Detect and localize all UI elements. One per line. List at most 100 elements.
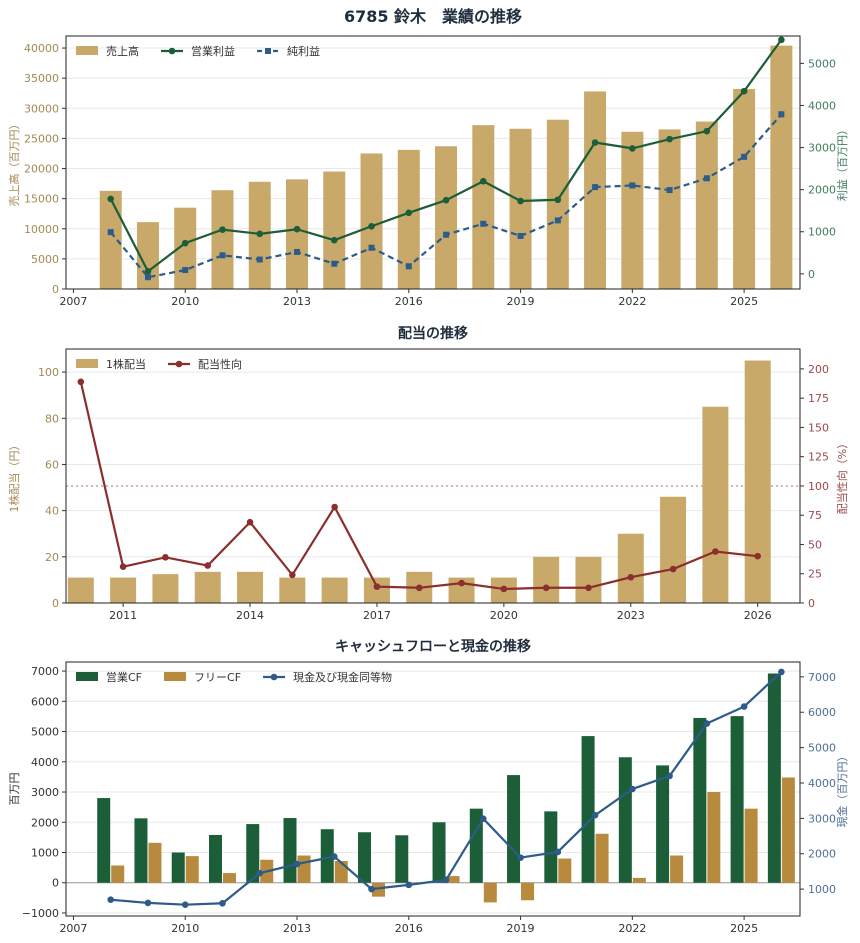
y-axis-label: 売上高（百万円） xyxy=(7,119,21,207)
y-tick-label: 20 xyxy=(45,551,59,564)
data-point xyxy=(405,263,412,270)
bar xyxy=(533,556,560,603)
bar xyxy=(707,792,721,883)
y2-tick-label: 2000 xyxy=(808,848,836,861)
legend-swatch xyxy=(164,672,187,681)
bar xyxy=(111,865,125,883)
bar xyxy=(237,571,264,603)
data-point xyxy=(480,220,487,227)
data-point xyxy=(591,139,599,146)
legend-label: 純利益 xyxy=(287,44,320,58)
bar xyxy=(334,860,348,883)
y2-tick-label: 1000 xyxy=(808,883,836,896)
data-point xyxy=(162,554,169,561)
plot-frame xyxy=(65,35,801,290)
legend-swatch xyxy=(76,359,98,368)
y-tick-label: 60 xyxy=(45,458,59,471)
bar xyxy=(283,818,297,883)
legend-item: 1株配当 xyxy=(76,357,146,371)
bar xyxy=(702,406,729,603)
data-point xyxy=(740,87,748,95)
legend-label: 売上高 xyxy=(106,44,139,58)
data-point xyxy=(517,854,524,861)
figure-title: 6785 鈴木 業績の推移 xyxy=(344,7,522,26)
bar xyxy=(432,822,446,883)
bar xyxy=(733,89,756,289)
data-point xyxy=(592,184,599,191)
bar xyxy=(469,808,483,883)
legend-label: 営業利益 xyxy=(191,44,235,58)
y-tick-label: 30000 xyxy=(24,102,59,115)
data-point xyxy=(368,222,375,230)
data-point xyxy=(712,548,719,555)
chart-panels: 2007 2010 2013 2016 2019 2022 2025050001000015… xyxy=(7,35,849,935)
data-point xyxy=(256,869,264,877)
legend-item: 売上高 xyxy=(76,44,139,58)
y2-tick-label: 100 xyxy=(808,480,829,493)
y-tick-label: 20000 xyxy=(24,163,59,176)
data-point xyxy=(330,853,338,860)
bar xyxy=(134,818,148,883)
data-point xyxy=(219,226,226,233)
data-point xyxy=(443,231,450,238)
data-point xyxy=(629,785,636,793)
data-point xyxy=(740,703,748,710)
legend-marker xyxy=(265,48,271,54)
x-tick-label: 2023 xyxy=(617,609,645,622)
data-point xyxy=(778,111,785,118)
bar xyxy=(320,829,334,883)
chart-panel-0: 2007 2010 2013 2016 2019 2022 2025050001000015… xyxy=(7,35,849,308)
bar xyxy=(575,556,602,603)
legend-marker xyxy=(175,360,183,368)
y-tick-label: 10000 xyxy=(24,223,59,236)
data-point xyxy=(629,145,636,152)
y-tick-label: 1000 xyxy=(31,847,59,860)
bar xyxy=(509,128,532,289)
data-point xyxy=(246,518,254,526)
y-tick-label: 40000 xyxy=(24,42,59,55)
data-point xyxy=(144,899,152,907)
data-point xyxy=(500,585,508,593)
bar xyxy=(658,129,681,289)
legend-item: 純利益 xyxy=(257,44,320,58)
plot-frame xyxy=(65,348,801,604)
panel-title-dividend: 配当の推移 xyxy=(398,325,468,342)
bar xyxy=(279,577,306,603)
legend-label: 1株配当 xyxy=(106,357,146,371)
y-tick-label: 0 xyxy=(52,877,59,890)
y2-axis-label: 現金（百万円） xyxy=(835,751,849,828)
data-point xyxy=(415,584,423,592)
y-tick-label: 5000 xyxy=(31,726,59,739)
bar xyxy=(744,808,758,883)
data-point xyxy=(517,197,524,205)
data-point xyxy=(754,552,761,560)
data-point xyxy=(703,175,710,182)
data-point xyxy=(181,239,189,247)
legend-marker xyxy=(270,673,278,681)
y2-tick-label: 150 xyxy=(808,421,829,434)
y-tick-label: 15000 xyxy=(24,193,59,206)
bar xyxy=(781,777,795,883)
bar xyxy=(521,882,535,901)
bar xyxy=(395,835,409,883)
data-point xyxy=(293,860,301,868)
data-point xyxy=(669,565,677,573)
y-axis-label: 百万円 xyxy=(8,773,21,806)
y-tick-label: 7000 xyxy=(31,665,59,678)
y2-tick-label: 0 xyxy=(808,597,815,610)
bar xyxy=(584,91,607,290)
data-point xyxy=(294,248,301,255)
y-tick-label: 0 xyxy=(52,283,59,296)
data-point xyxy=(293,225,301,233)
data-point xyxy=(703,127,711,135)
bar xyxy=(581,736,595,883)
y2-tick-label: 2000 xyxy=(808,184,836,197)
legend-marker xyxy=(168,47,176,55)
bar xyxy=(632,877,646,883)
y2-tick-label: 4000 xyxy=(808,99,836,112)
y2-tick-label: 25 xyxy=(808,568,822,581)
data-point xyxy=(144,274,151,281)
data-point xyxy=(219,899,226,907)
data-point xyxy=(778,36,785,44)
